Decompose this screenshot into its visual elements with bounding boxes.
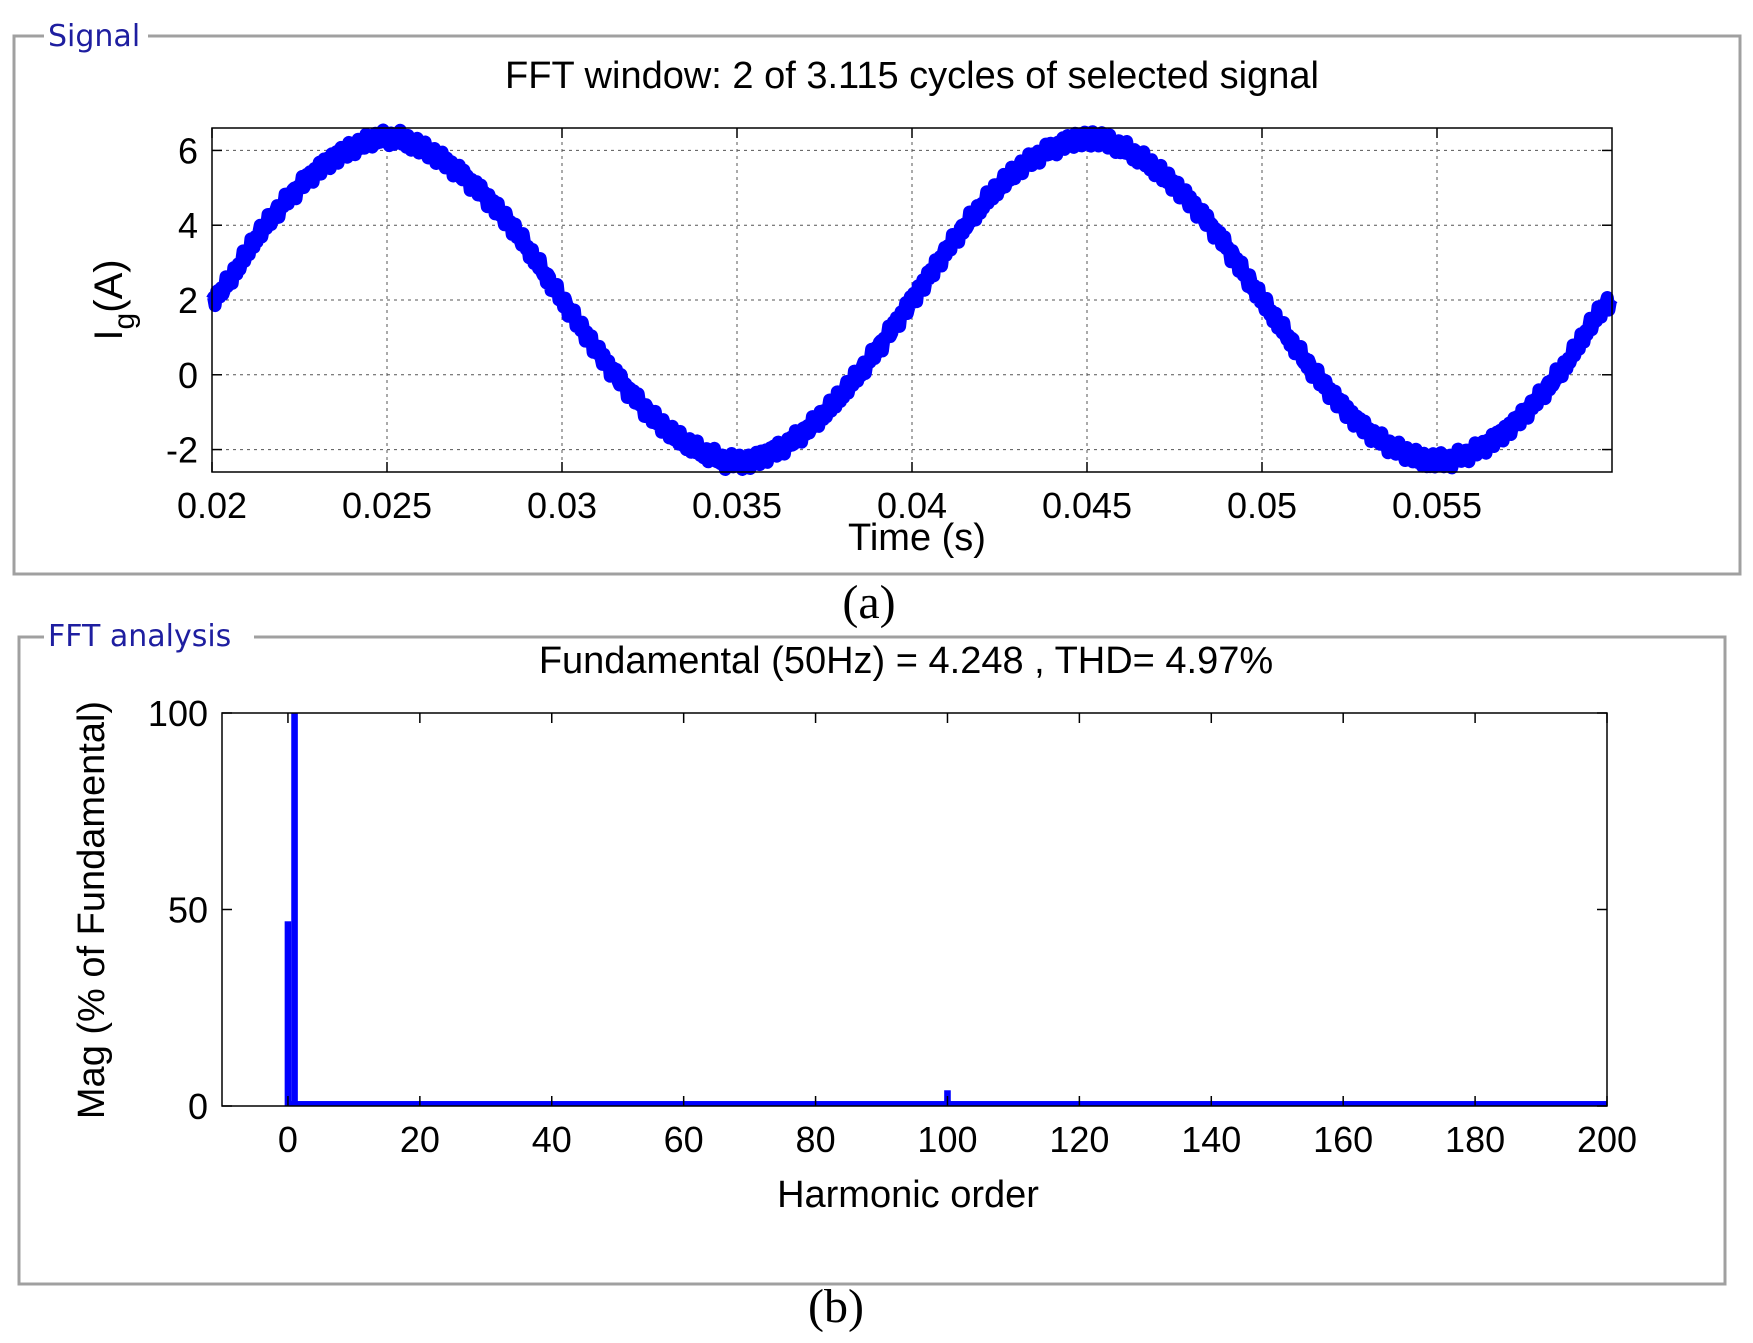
fft-x-tick-label: 60 (664, 1119, 704, 1160)
signal-chart: 0.02 0.025 0.03 0.035 0.04 0.045 0.05 0.055 6 4 2 0… (87, 55, 1618, 559)
fft-plot-area (222, 713, 1607, 1106)
fft-plot-border (221, 712, 1608, 1107)
signal-y-axis-label: Ig(A) (87, 259, 141, 340)
signal-x-tick-label: 0.055 (1392, 485, 1482, 526)
fft-x-axis-label: Harmonic order (777, 1174, 1039, 1216)
signal-panel-label-bg (44, 18, 148, 54)
fft-y-tick-label: 100 (148, 693, 208, 734)
signal-x-tick-label: 0.05 (1227, 485, 1297, 526)
signal-x-tick-label: 0.035 (692, 485, 782, 526)
fft-x-tick-label: 40 (532, 1119, 572, 1160)
signal-x-tick-label: 0.04 (877, 485, 947, 526)
fft-bar (284, 921, 292, 1106)
fft-x-tick-label: 200 (1577, 1119, 1637, 1160)
signal-y-tick-label: 6 (178, 130, 198, 171)
fft-x-tick-label: 0 (278, 1119, 298, 1160)
fft-y-axis-label: Mag (% of Fundamental) (71, 701, 113, 1119)
fft-bar (291, 713, 298, 1106)
fft-x-tick-label: 180 (1445, 1119, 1505, 1160)
signal-y-tick-label: 2 (178, 280, 198, 321)
fft-y-tick-label: 50 (168, 890, 208, 931)
signal-panel-label: Signal (48, 19, 140, 54)
signal-y-tick-label: -2 (166, 430, 198, 471)
signal-x-axis-label: Time (s) (848, 517, 986, 559)
signal-x-tick-label: 0.025 (342, 485, 432, 526)
signal-x-tick-label: 0.02 (177, 485, 247, 526)
signal-caption: (a) (842, 576, 895, 629)
fft-chart-title: Fundamental (50Hz) = 4.248 , THD= 4.97% (539, 640, 1273, 682)
fft-panel: FFT analysis (17, 618, 1727, 1286)
fft-x-tick-label: 20 (400, 1119, 440, 1160)
fft-x-tick-label: 80 (796, 1119, 836, 1160)
signal-x-tick-label: 0.045 (1042, 485, 1132, 526)
signal-plot-border (211, 127, 1613, 473)
signal-panel: Signal (12, 18, 1742, 576)
signal-y-tick-label: 0 (178, 355, 198, 396)
signal-panel-frame (12, 34, 1742, 576)
signal-series-line (206, 123, 1618, 476)
fft-x-tick-label: 160 (1313, 1119, 1373, 1160)
fft-caption: (b) (808, 1280, 864, 1333)
fft-x-tick-label: 120 (1049, 1119, 1109, 1160)
signal-y-tick-label: 4 (178, 205, 198, 246)
fft-y-tick-label: 0 (188, 1086, 208, 1127)
signal-chart-title: FFT window: 2 of 3.115 cycles of selecte… (505, 55, 1319, 97)
signal-x-tick-label: 0.03 (527, 485, 597, 526)
fft-panel-label: FFT analysis (48, 619, 231, 654)
fft-x-tick-label: 140 (1181, 1119, 1241, 1160)
fft-chart: 0 20 40 60 80 100 120 140 160 180 200 100 50 0 Fundame… (71, 640, 1637, 1216)
fft-panel-label-bg (44, 618, 254, 654)
fft-x-tick-label: 100 (917, 1119, 977, 1160)
fft-panel-frame (17, 635, 1727, 1286)
